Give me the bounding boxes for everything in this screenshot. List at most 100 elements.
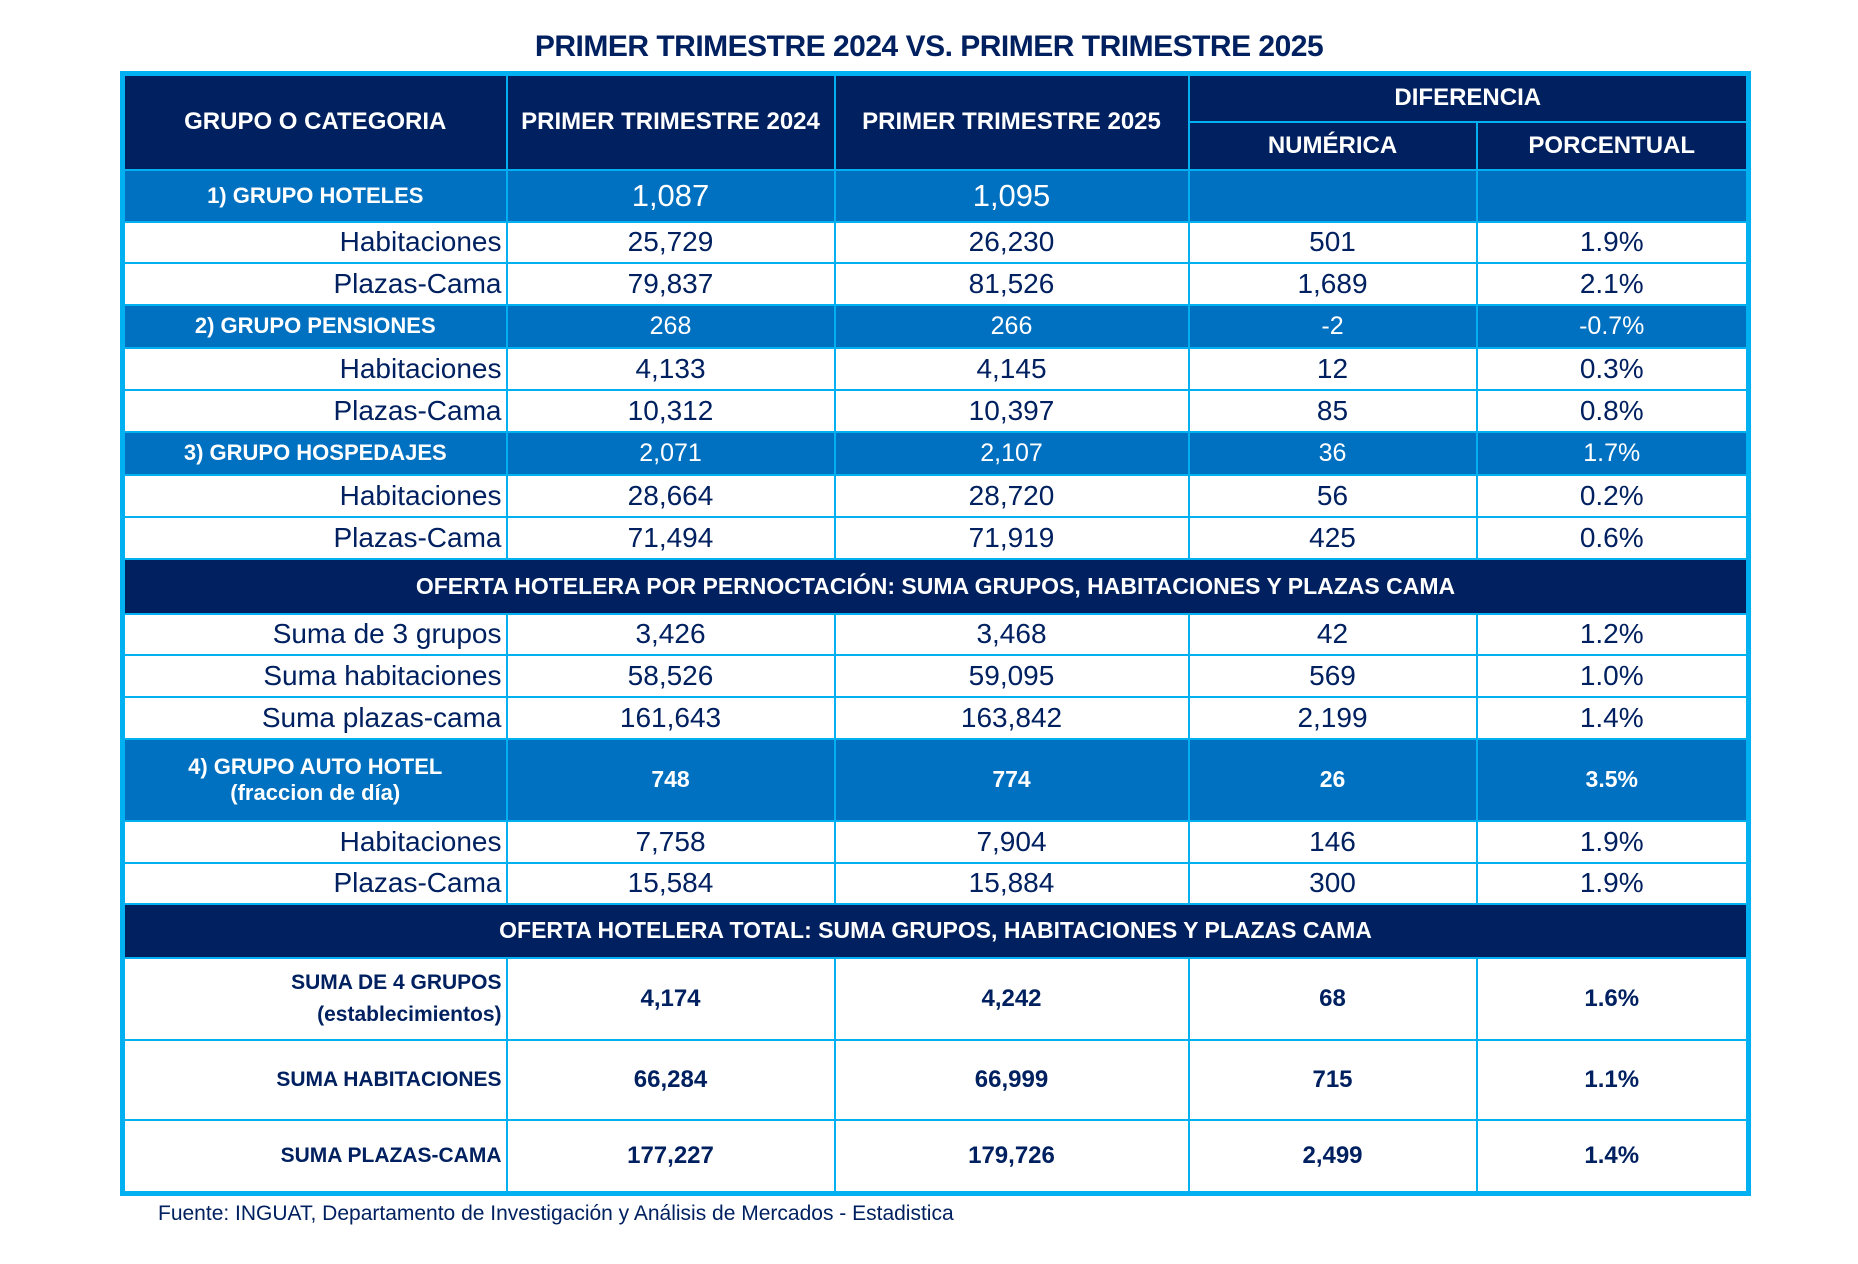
- row-label: Habitaciones: [121, 220, 508, 264]
- difference-numeric: 425: [1187, 515, 1478, 560]
- header-category: GRUPO O CATEGORIA: [121, 72, 508, 171]
- difference-percent: 0.3%: [1475, 346, 1750, 391]
- table-row: Suma plazas-cama 161,643 163,842 2,199 1.4%: [121, 695, 1750, 740]
- table-row: Suma de 3 grupos 3,426 3,468 42 1.2%: [121, 612, 1750, 656]
- value-2025: 774: [833, 737, 1190, 822]
- row-label-text: Suma plazas-cama: [261, 701, 502, 733]
- row-label-text: SUMA PLAZAS-CAMA: [280, 1143, 502, 1167]
- value-2024: 4,133: [505, 346, 836, 391]
- value-2024: 10,312: [505, 388, 836, 433]
- row-label: SUMA PLAZAS-CAMA: [121, 1118, 508, 1195]
- value-2025: 266: [833, 303, 1190, 349]
- difference-numeric: 2,499: [1187, 1118, 1478, 1195]
- difference-numeric: 146: [1187, 819, 1478, 864]
- difference-percent: 1.7%: [1475, 430, 1750, 476]
- difference-percent: 1.6%: [1475, 956, 1750, 1041]
- difference-numeric: [1187, 168, 1478, 223]
- row-label: Habitaciones: [121, 819, 508, 864]
- row-label-text: 1) GRUPO HOTELES: [207, 182, 424, 208]
- row-label-text: Plazas-Cama: [333, 521, 502, 553]
- table-row: 3) GRUPO HOSPEDAJES 2,071 2,107 36 1.7%: [121, 430, 1750, 476]
- table-row: Plazas-Cama 71,494 71,919 425 0.6%: [121, 515, 1750, 560]
- value-2025: 71,919: [833, 515, 1190, 560]
- header-numeric: NUMÉRICA: [1187, 120, 1478, 171]
- value-2024: 748: [505, 737, 836, 822]
- value-2024: 79,837: [505, 261, 836, 306]
- difference-percent: -0.7%: [1475, 303, 1750, 349]
- row-label: Suma habitaciones: [121, 653, 508, 698]
- difference-percent: 2.1%: [1475, 261, 1750, 306]
- table-row: SUMA PLAZAS-CAMA 177,227 179,726 2,499 1.4%: [121, 1118, 1750, 1195]
- difference-percent: 1.2%: [1475, 612, 1750, 656]
- header-q2024: PRIMER TRIMESTRE 2024: [505, 72, 836, 171]
- row-label: 2) GRUPO PENSIONES: [121, 303, 508, 349]
- row-label: Plazas-Cama: [121, 261, 508, 306]
- table-row: Habitaciones 25,729 26,230 501 1.9%: [121, 220, 1750, 264]
- value-2025: 10,397: [833, 388, 1190, 433]
- row-label-text: Suma de 3 grupos: [272, 618, 502, 649]
- difference-numeric: 569: [1187, 653, 1478, 698]
- row-label: Habitaciones: [121, 346, 508, 391]
- value-2024: 25,729: [505, 220, 836, 264]
- section-title: OFERTA HOTELERA POR PERNOCTACIÓN: SUMA G…: [121, 557, 1750, 615]
- value-2024: 15,584: [505, 861, 836, 905]
- value-2024: 268: [505, 303, 836, 349]
- row-label-text: Habitaciones: [339, 479, 502, 511]
- row-label: 3) GRUPO HOSPEDAJES: [121, 430, 508, 476]
- table-row: Plazas-Cama 79,837 81,526 1,689 2.1%: [121, 261, 1750, 306]
- row-label: Suma de 3 grupos: [121, 612, 508, 656]
- row-label-subtext: (establecimientos): [317, 1002, 502, 1026]
- value-2025: 4,145: [833, 346, 1190, 391]
- difference-percent: [1475, 168, 1750, 223]
- row-label-text: Habitaciones: [339, 352, 502, 384]
- value-2025: 179,726: [833, 1118, 1190, 1195]
- value-2025: 3,468: [833, 612, 1190, 656]
- value-2025: 28,720: [833, 473, 1190, 518]
- row-label-text: 2) GRUPO PENSIONES: [194, 313, 436, 338]
- row-label: Suma plazas-cama: [121, 695, 508, 740]
- difference-percent: 1.4%: [1475, 1118, 1750, 1195]
- difference-numeric: 68: [1187, 956, 1478, 1041]
- value-2025: 15,884: [833, 861, 1190, 905]
- header-q2025: PRIMER TRIMESTRE 2025: [833, 72, 1190, 171]
- value-2025: 81,526: [833, 261, 1190, 306]
- difference-numeric: 2,199: [1187, 695, 1478, 740]
- row-label-text: Habitaciones: [339, 825, 502, 857]
- value-2025: 1,095: [833, 168, 1190, 223]
- source-note: Fuente: INGUAT, Departamento de Investig…: [158, 1202, 954, 1225]
- difference-percent: 0.2%: [1475, 473, 1750, 518]
- difference-numeric: -2: [1187, 303, 1478, 349]
- row-label-text: Plazas-Cama: [333, 267, 502, 299]
- value-2025: 4,242: [833, 956, 1190, 1041]
- row-label: Habitaciones: [121, 473, 508, 518]
- difference-numeric: 12: [1187, 346, 1478, 391]
- row-label: Plazas-Cama: [121, 388, 508, 433]
- row-label-subtext: (fraccion de día): [230, 779, 401, 805]
- row-label-text: Plazas-Cama: [333, 867, 502, 898]
- row-label-text: SUMA DE 4 GRUPOS: [291, 970, 502, 994]
- value-2024: 2,071: [505, 430, 836, 476]
- table-row: Habitaciones 7,758 7,904 146 1.9%: [121, 819, 1750, 864]
- value-2024: 58,526: [505, 653, 836, 698]
- header-difference: DIFERENCIA: [1187, 72, 1750, 123]
- difference-numeric: 1,689: [1187, 261, 1478, 306]
- value-2025: 7,904: [833, 819, 1190, 864]
- row-label: SUMA DE 4 GRUPOS (establecimientos): [121, 956, 508, 1041]
- difference-numeric: 56: [1187, 473, 1478, 518]
- difference-percent: 0.6%: [1475, 515, 1750, 560]
- difference-percent: 1.1%: [1475, 1038, 1750, 1121]
- value-2024: 66,284: [505, 1038, 836, 1121]
- value-2024: 161,643: [505, 695, 836, 740]
- value-2024: 3,426: [505, 612, 836, 656]
- row-label-text: 3) GRUPO HOSPEDAJES: [183, 440, 447, 465]
- difference-numeric: 36: [1187, 430, 1478, 476]
- table-row: 1) GRUPO HOTELES 1,087 1,095: [121, 168, 1750, 223]
- value-2025: 66,999: [833, 1038, 1190, 1121]
- section-title: OFERTA HOTELERA TOTAL: SUMA GRUPOS, HABI…: [121, 902, 1750, 959]
- table-body: 1) GRUPO HOTELES 1,087 1,095 Habitaciones 25…: [121, 168, 1750, 1195]
- value-2024: 1,087: [505, 168, 836, 223]
- value-2025: 59,095: [833, 653, 1190, 698]
- section-header-row: OFERTA HOTELERA TOTAL: SUMA GRUPOS, HABI…: [121, 902, 1750, 959]
- value-2024: 7,758: [505, 819, 836, 864]
- difference-percent: 0.8%: [1475, 388, 1750, 433]
